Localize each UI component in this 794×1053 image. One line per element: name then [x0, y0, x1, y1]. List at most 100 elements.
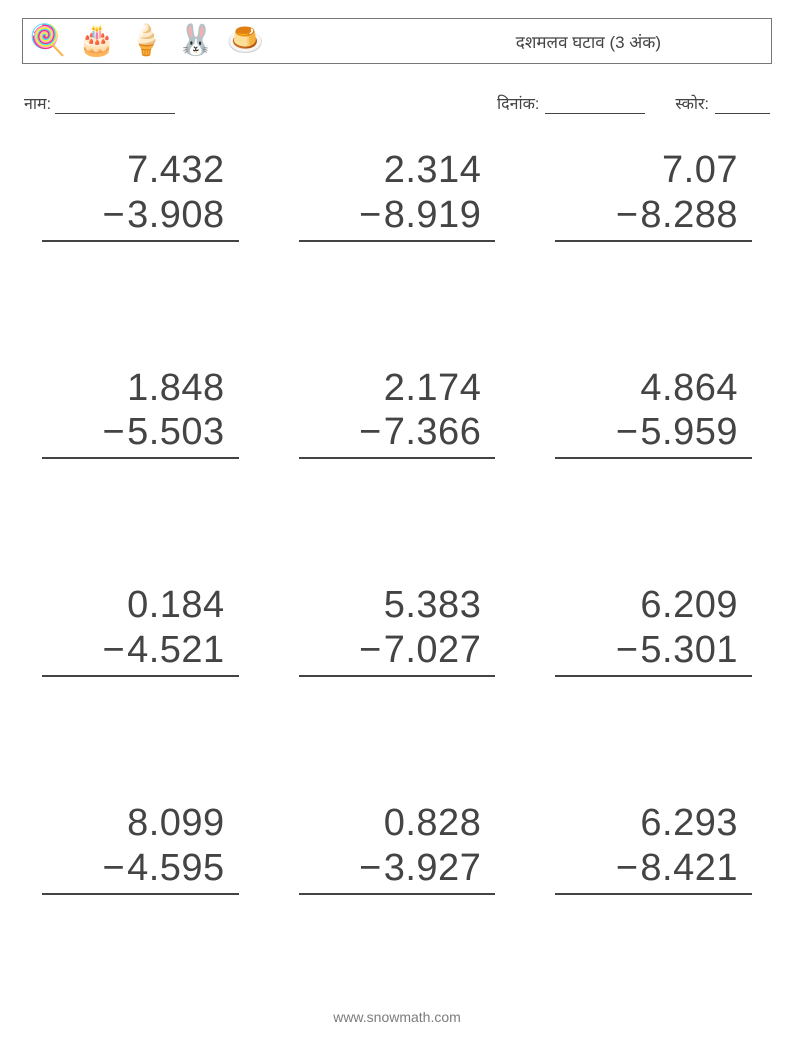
value: 7.027: [384, 628, 482, 673]
minuend: 7.432: [42, 148, 239, 193]
problem-4: 1.848 −5.503: [42, 366, 239, 504]
problem-6: 4.864 −5.959: [555, 366, 752, 504]
value: 7.366: [384, 410, 482, 455]
value: 7.07: [662, 148, 738, 193]
value: 4.864: [640, 366, 738, 411]
value: 1.848: [127, 366, 225, 411]
score-field[interactable]: [715, 97, 770, 114]
candy-icon: 🍭: [29, 26, 66, 56]
answer-field[interactable]: [555, 677, 752, 721]
answer-field[interactable]: [299, 677, 496, 721]
worksheet-title: दशमलव घटाव (3 अंक): [516, 30, 761, 53]
subtrahend: −8.421: [555, 846, 752, 891]
minus-icon: −: [616, 410, 639, 455]
minus-icon: −: [359, 193, 382, 238]
minus-icon: −: [359, 410, 382, 455]
subtrahend: −7.366: [299, 410, 496, 455]
minus-icon: −: [616, 628, 639, 673]
name-field[interactable]: [55, 97, 175, 114]
name-label: नाम:: [24, 92, 51, 114]
icecream-icon: 🍦: [128, 26, 165, 56]
answer-field[interactable]: [299, 895, 496, 939]
answer-field[interactable]: [42, 242, 239, 286]
subtrahend: −4.521: [42, 628, 239, 673]
value: 8.288: [640, 193, 738, 238]
value: 6.293: [640, 801, 738, 846]
value: 4.521: [127, 628, 225, 673]
minus-icon: −: [102, 628, 125, 673]
subtrahend: −8.288: [555, 193, 752, 238]
score-label: स्कोर:: [675, 92, 709, 114]
cake-icon: 🎂: [78, 26, 115, 56]
meta-name: नाम:: [24, 92, 175, 114]
minuend: 6.293: [555, 801, 752, 846]
minuend: 8.099: [42, 801, 239, 846]
subtrahend: −3.908: [42, 193, 239, 238]
answer-field[interactable]: [299, 459, 496, 503]
minus-icon: −: [102, 410, 125, 455]
meta-right: दिनांक: स्कोर:: [497, 92, 770, 114]
value: 7.432: [127, 148, 225, 193]
value: 0.828: [384, 801, 482, 846]
minuend: 0.828: [299, 801, 496, 846]
subtrahend: −5.503: [42, 410, 239, 455]
problem-10: 8.099 −4.595: [42, 801, 239, 939]
value: 3.927: [384, 846, 482, 891]
header-box: 🍭 🎂 🍦 🐰 🍮 दशमलव घटाव (3 अंक): [22, 18, 772, 64]
minus-icon: −: [102, 193, 125, 238]
minuend: 0.184: [42, 583, 239, 628]
answer-field[interactable]: [555, 242, 752, 286]
value: 2.314: [384, 148, 482, 193]
value: 2.174: [384, 366, 482, 411]
subtrahend: −7.027: [299, 628, 496, 673]
value: 8.421: [640, 846, 738, 891]
problem-8: 5.383 −7.027: [299, 583, 496, 721]
minuend: 2.174: [299, 366, 496, 411]
value: 4.595: [127, 846, 225, 891]
answer-field[interactable]: [555, 895, 752, 939]
minus-icon: −: [616, 193, 639, 238]
subtrahend: −5.959: [555, 410, 752, 455]
problem-1: 7.432 −3.908: [42, 148, 239, 286]
value: 6.209: [640, 583, 738, 628]
answer-field[interactable]: [299, 242, 496, 286]
minuend: 5.383: [299, 583, 496, 628]
problem-9: 6.209 −5.301: [555, 583, 752, 721]
problem-5: 2.174 −7.366: [299, 366, 496, 504]
answer-field[interactable]: [42, 459, 239, 503]
value: 5.301: [640, 628, 738, 673]
minuend: 4.864: [555, 366, 752, 411]
value: 8.919: [384, 193, 482, 238]
problem-12: 6.293 −8.421: [555, 801, 752, 939]
subtrahend: −4.595: [42, 846, 239, 891]
problem-2: 2.314 −8.919: [299, 148, 496, 286]
minus-icon: −: [102, 846, 125, 891]
problem-7: 0.184 −4.521: [42, 583, 239, 721]
problem-11: 0.828 −3.927: [299, 801, 496, 939]
value: 3.908: [127, 193, 225, 238]
pudding-icon: 🍮: [226, 26, 263, 56]
answer-field[interactable]: [42, 895, 239, 939]
value: 0.184: [127, 583, 225, 628]
value: 5.383: [384, 583, 482, 628]
worksheet-page: 🍭 🎂 🍦 🐰 🍮 दशमलव घटाव (3 अंक) नाम: दिनांक…: [0, 0, 794, 1053]
minuend: 2.314: [299, 148, 496, 193]
minuend: 1.848: [42, 366, 239, 411]
footer-url: www.snowmath.com: [0, 1009, 794, 1025]
date-field[interactable]: [545, 97, 645, 114]
minus-icon: −: [616, 846, 639, 891]
answer-field[interactable]: [42, 677, 239, 721]
value: 5.959: [640, 410, 738, 455]
minuend: 6.209: [555, 583, 752, 628]
subtrahend: −3.927: [299, 846, 496, 891]
answer-field[interactable]: [555, 459, 752, 503]
meta-row: नाम: दिनांक: स्कोर:: [22, 92, 772, 114]
minus-icon: −: [359, 628, 382, 673]
problem-3: 7.07 −8.288: [555, 148, 752, 286]
value: 5.503: [127, 410, 225, 455]
value: 8.099: [127, 801, 225, 846]
bunny-icon: 🐰: [177, 26, 214, 56]
minus-icon: −: [359, 846, 382, 891]
problems-grid: 7.432 −3.908 2.314 −8.919 7.07 −8.288 1.…: [22, 148, 772, 939]
date-label: दिनांक:: [497, 92, 539, 114]
